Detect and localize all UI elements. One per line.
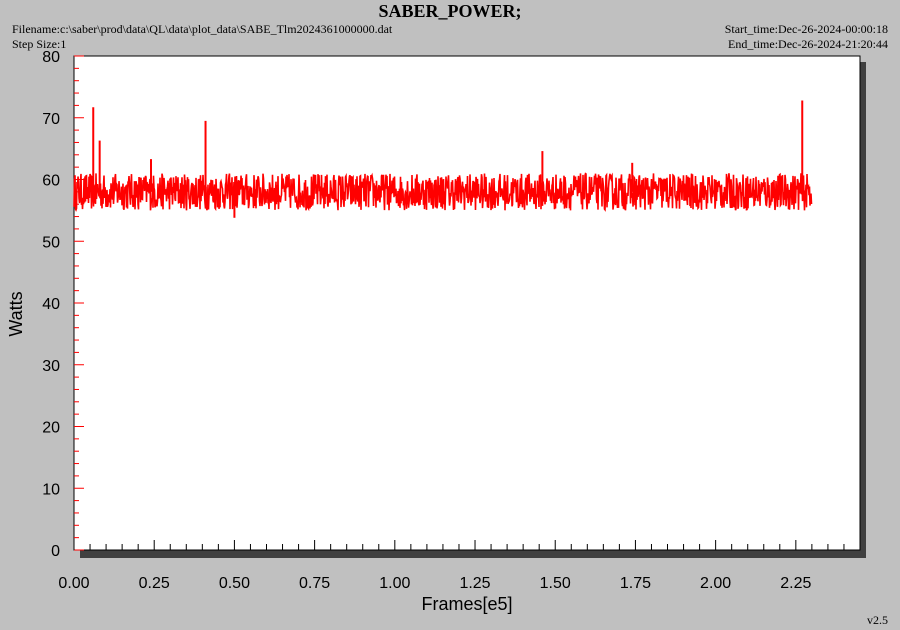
filename-label: Filename:c:\saber\prod\data\QL\data\plot…: [12, 22, 393, 36]
end-time-label: End_time:Dec-26-2024-21:20:44: [728, 37, 888, 51]
x-tick-label: 1.50: [540, 575, 571, 592]
version-label: v2.5: [867, 613, 888, 627]
step-size-label: Step Size:1: [12, 37, 67, 51]
y-tick-label: 60: [42, 173, 60, 190]
x-tick-label: 1.00: [379, 575, 410, 592]
y-tick-label: 70: [42, 111, 60, 128]
x-tick-label: 1.75: [620, 575, 651, 592]
x-tick-label: 2.25: [780, 575, 811, 592]
series-line: [73, 172, 813, 212]
y-tick-label: 30: [42, 358, 60, 375]
axes: 0 10 20 30 40 50 60 70 80 0.00 0.25 0.50 0.75 1.00 1.2…: [42, 49, 861, 592]
y-axis-label: Watts: [6, 291, 26, 336]
x-tick-label: 2.00: [700, 575, 731, 592]
x-tick-label: 0.00: [58, 575, 89, 592]
x-tick-label: 0.75: [299, 575, 330, 592]
plot-area: [73, 55, 861, 551]
x-tick-label: 1.25: [459, 575, 490, 592]
y-tick-label: 20: [42, 420, 60, 437]
y-tick-label: 40: [42, 296, 60, 313]
start-time-label: Start_time:Dec-26-2024-00:00:18: [724, 22, 888, 36]
x-axis-label: Frames[e5]: [421, 594, 512, 614]
x-tick-label: 0.50: [219, 575, 250, 592]
y-tick-label: 80: [42, 49, 60, 66]
chart-title: SABER_POWER;: [378, 1, 522, 21]
y-tick-label: 50: [42, 234, 60, 251]
series-group: [73, 100, 813, 218]
x-tick-label: 0.25: [139, 575, 170, 592]
y-tick-label: 10: [42, 481, 60, 498]
y-tick-label: 0: [51, 543, 60, 560]
